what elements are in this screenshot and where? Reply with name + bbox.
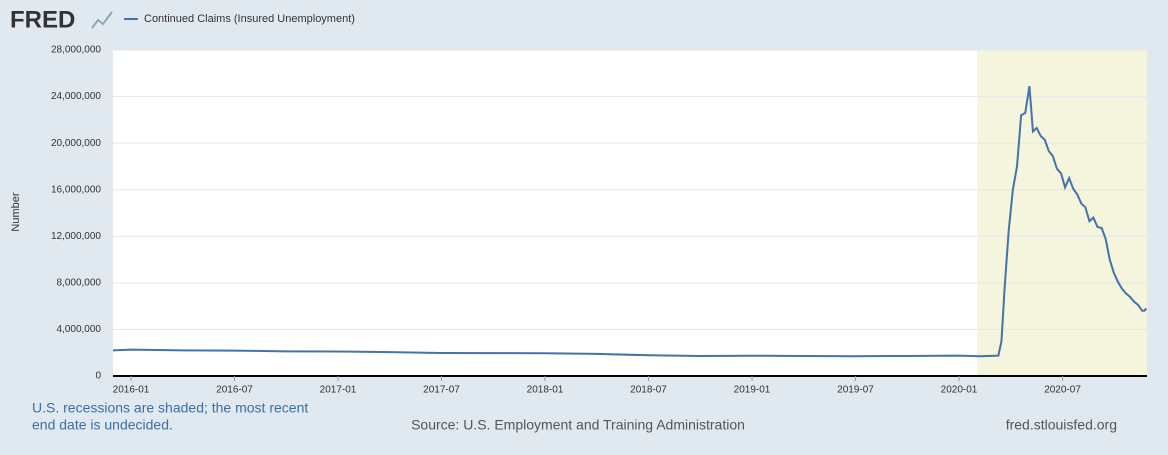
x-tick-label: 2017-07 bbox=[423, 385, 460, 396]
x-tick-label: 2020-07 bbox=[1044, 385, 1081, 396]
note: U.S. recessions are shaded; the most rec… bbox=[32, 400, 308, 416]
logo: FRED bbox=[10, 6, 75, 33]
x-tick-label: 2016-01 bbox=[113, 385, 150, 396]
x-tick-label: 2018-07 bbox=[630, 385, 667, 396]
y-tick-label: 24,000,000 bbox=[51, 91, 101, 102]
x-tick-label: 2019-07 bbox=[837, 385, 874, 396]
recession-shade bbox=[977, 50, 1147, 376]
data-line bbox=[112, 85, 1148, 358]
y-tick-label: 8,000,000 bbox=[57, 277, 102, 288]
source: Source: U.S. Employment and Training Adm… bbox=[411, 417, 745, 433]
x-tick-label: 2017-01 bbox=[320, 385, 357, 396]
x-tick-label: 2020-01 bbox=[941, 385, 978, 396]
y-tick-label: 16,000,000 bbox=[51, 184, 101, 195]
x-tick-label: 2019-01 bbox=[734, 385, 771, 396]
y-axis-label: Number bbox=[10, 192, 22, 231]
y-tick-label: 12,000,000 bbox=[51, 231, 101, 242]
y-tick-label: 0 bbox=[95, 371, 101, 382]
note: end date is undecided. bbox=[32, 417, 173, 433]
y-tick-label: 20,000,000 bbox=[51, 138, 101, 149]
x-tick-label: 2016-07 bbox=[216, 385, 253, 396]
url: fred.stlouisfed.org bbox=[1006, 417, 1117, 433]
y-tick-label: 28,000,000 bbox=[51, 45, 101, 56]
legend-label: Continued Claims (Insured Unemployment) bbox=[144, 13, 355, 25]
y-tick-label: 4,000,000 bbox=[57, 324, 102, 335]
logo-icon bbox=[91, 11, 113, 29]
plot-area bbox=[113, 50, 1147, 376]
x-tick-label: 2018-01 bbox=[527, 385, 564, 396]
